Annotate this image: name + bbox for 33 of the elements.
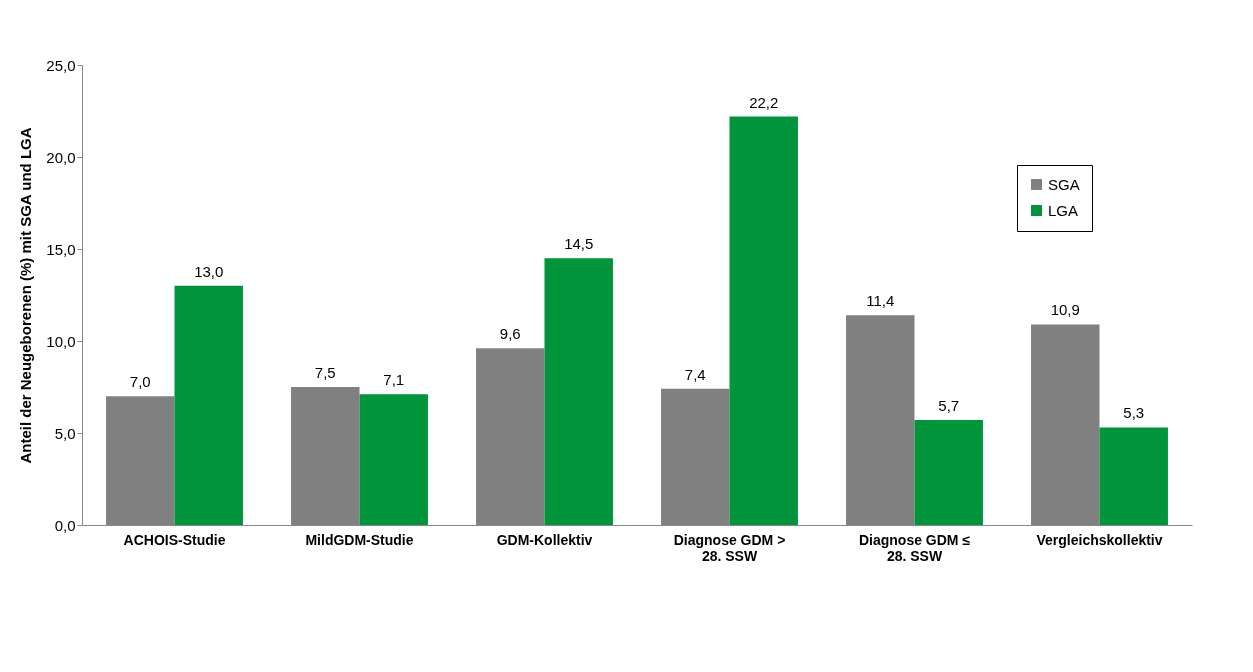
- legend-label: LGA: [1048, 201, 1079, 219]
- data-label: 7,4: [684, 365, 706, 383]
- y-tick-label: 0,0: [54, 516, 76, 534]
- bar: [1099, 427, 1168, 525]
- data-label: 5,7: [938, 397, 960, 415]
- y-tick-label: 20,0: [46, 148, 76, 166]
- data-label: 22,2: [749, 93, 779, 111]
- y-tick-label: 5,0: [54, 424, 76, 442]
- y-tick-label: 15,0: [46, 240, 76, 258]
- data-label: 9,6: [499, 325, 521, 343]
- bar: [544, 258, 613, 525]
- data-label: 13,0: [194, 262, 224, 280]
- bar: [729, 116, 798, 525]
- x-tick-label: Diagnose GDM > 28. SSW: [673, 531, 786, 564]
- x-tick-label: Vergleichskollektiv: [1036, 531, 1163, 548]
- data-label: 11,4: [866, 292, 895, 310]
- legend-label: SGA: [1048, 175, 1080, 193]
- bar: [359, 394, 428, 525]
- y-axis-title: Anteil der Neugeborenen (%) mit SGA und LGA: [17, 127, 35, 464]
- bar: [174, 285, 243, 525]
- x-tick-label: ACHOIS-Studie: [123, 531, 226, 548]
- x-tick-label: MildGDM-Studie: [305, 531, 414, 548]
- y-tick-label: 10,0: [46, 332, 76, 350]
- bar: [914, 420, 983, 525]
- data-label: 5,3: [1123, 404, 1145, 422]
- data-label: 7,0: [129, 373, 151, 391]
- data-label: 7,1: [383, 371, 405, 389]
- y-tick-label: 25,0: [46, 56, 76, 74]
- data-label: 7,5: [314, 364, 336, 381]
- data-label: 10,9: [1050, 301, 1080, 319]
- x-tick-label: GDM-Kollektiv: [496, 531, 593, 548]
- data-label: 14,5: [564, 235, 594, 253]
- x-tick-label: Diagnose GDM ≤ 28. SSW: [858, 531, 971, 564]
